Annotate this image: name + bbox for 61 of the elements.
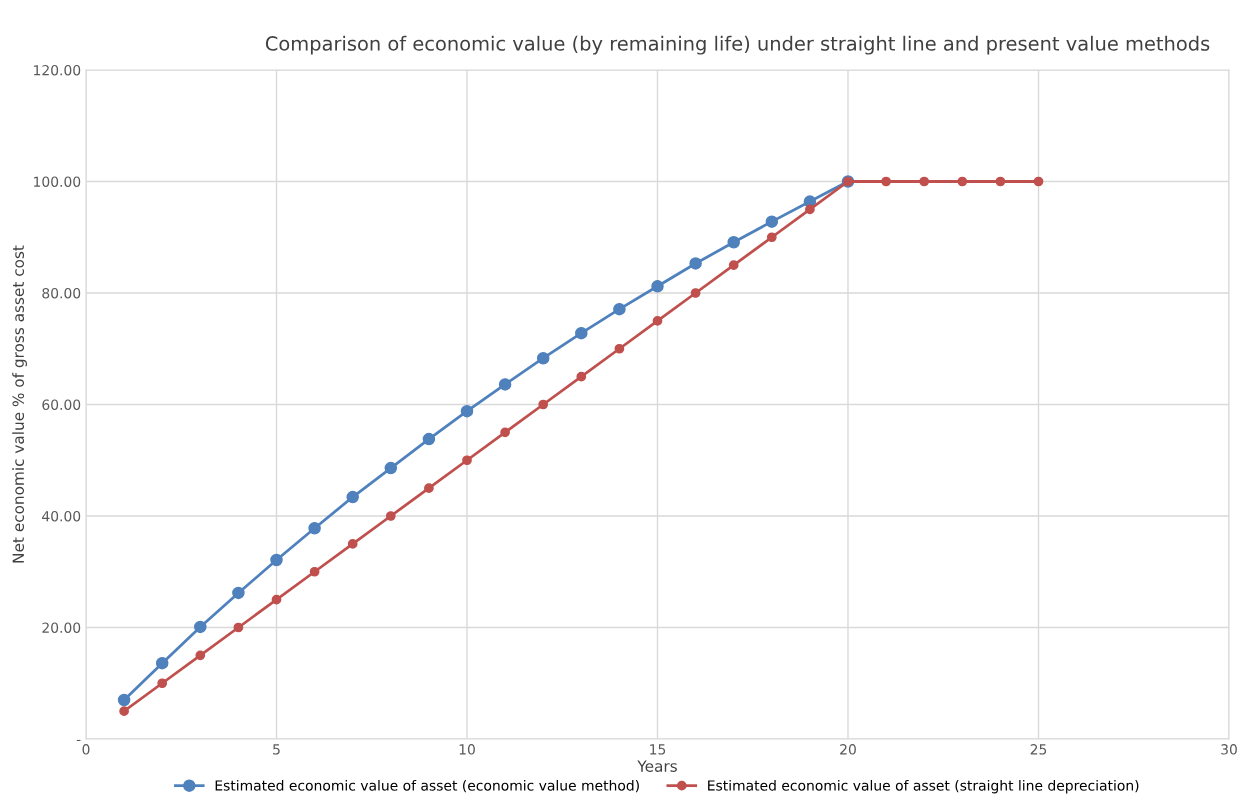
point bbox=[728, 260, 739, 270]
y-tick-label: - bbox=[76, 739, 81, 742]
point bbox=[309, 566, 320, 577]
point bbox=[805, 204, 815, 215]
point bbox=[536, 351, 550, 365]
y-tick-label: 80.00 bbox=[42, 287, 81, 299]
x-tick-label: 5 bbox=[273, 744, 280, 755]
x-tick-label: 15 bbox=[650, 744, 666, 755]
point bbox=[727, 236, 740, 249]
y-tick-label: 40.00 bbox=[42, 510, 81, 522]
point bbox=[995, 176, 1006, 187]
point bbox=[308, 522, 321, 535]
point bbox=[957, 176, 968, 187]
y-tick-label: 100.00 bbox=[34, 176, 81, 187]
legend-label: Estimated economic value of asset (straight line depreciation) bbox=[708, 779, 1139, 794]
point bbox=[460, 404, 474, 418]
point bbox=[117, 693, 131, 707]
point bbox=[233, 622, 244, 633]
point bbox=[232, 586, 245, 600]
point bbox=[462, 455, 472, 466]
point bbox=[422, 432, 436, 446]
point bbox=[155, 656, 169, 670]
chart-title: Comparison of economic value (by remaining life) under straight line and present value methods bbox=[265, 35, 1210, 55]
point bbox=[385, 511, 396, 521]
point bbox=[347, 539, 358, 549]
point bbox=[194, 620, 207, 634]
point bbox=[576, 371, 587, 382]
point bbox=[765, 215, 779, 228]
x-tick-label: 30 bbox=[1221, 744, 1237, 755]
point bbox=[689, 257, 702, 270]
legend-label: Estimated economic value of asset (economic value method) bbox=[215, 779, 639, 793]
point bbox=[384, 461, 398, 475]
point bbox=[575, 326, 588, 340]
point bbox=[119, 706, 129, 716]
point bbox=[881, 176, 891, 187]
y-axis-title: Net economic value % of gross asset cost bbox=[12, 245, 27, 563]
point bbox=[270, 553, 283, 567]
point bbox=[652, 316, 663, 326]
point bbox=[614, 343, 625, 354]
x-tick-label: 20 bbox=[840, 744, 856, 755]
point bbox=[271, 594, 282, 605]
point bbox=[195, 650, 206, 661]
y-tick-label: 120.00 bbox=[34, 64, 81, 76]
point bbox=[690, 288, 701, 298]
point bbox=[498, 378, 512, 391]
point bbox=[538, 399, 549, 410]
point bbox=[424, 483, 434, 493]
x-axis-title: Years bbox=[637, 760, 677, 772]
x-tick-label: 25 bbox=[1030, 744, 1047, 755]
point bbox=[919, 176, 930, 187]
point bbox=[651, 280, 664, 293]
point bbox=[346, 490, 359, 504]
y-tick-label: 60.00 bbox=[42, 399, 81, 410]
point bbox=[613, 302, 626, 316]
point bbox=[1033, 176, 1044, 187]
x-tick-label: 10 bbox=[459, 744, 475, 755]
point bbox=[766, 232, 777, 243]
y-tick-label: 20.00 bbox=[42, 622, 81, 633]
point bbox=[157, 678, 168, 689]
point bbox=[500, 427, 510, 438]
x-tick-label: 0 bbox=[82, 744, 90, 755]
